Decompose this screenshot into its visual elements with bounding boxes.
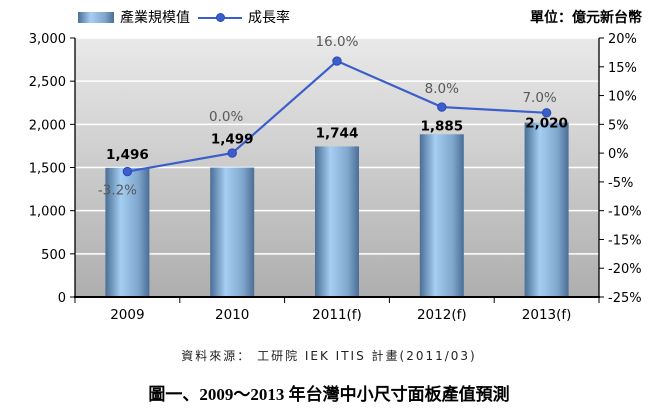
source-line: 資料來源： 工研院 IEK ITIS 計畫(2011/03) [181,349,477,363]
line-marker [541,108,552,118]
bar-series-swatch [78,11,114,23]
bar [524,122,569,298]
right-axis-tick-label: 20% [608,32,637,47]
left-axis-tick-label: 1,000 [29,205,66,220]
right-axis-tick-label: 10% [608,90,637,105]
line-series-swatch [198,12,242,23]
growth-value-label: 8.0% [425,81,459,97]
x-axis-label: 2009 [110,307,144,323]
legend-label-bar: 產業規模值 [120,10,190,26]
line-marker [332,56,342,66]
growth-value-label: -3.2% [98,183,137,199]
line-marker [437,102,447,112]
line-swatch-marker [216,12,225,22]
left-axis-tick-label: 2,000 [29,118,66,133]
bar-value-label: 1,885 [420,118,463,134]
left-axis-tick-label: 3,000 [29,32,66,47]
bar-value-label: 2,020 [525,116,568,132]
right-axis-tick-label: -15% [608,233,642,248]
bar-value-label: 1,744 [316,125,359,141]
x-axis-label: 2010 [215,307,249,323]
unit-label: 單位：億元新台幣 [530,10,642,26]
chart-caption: 圖一、2009～2013 年台灣中小尺寸面板產值預測 [148,385,510,404]
bar [315,146,359,297]
right-axis-tick-label: 5% [608,118,629,133]
line-marker [122,166,133,177]
growth-value-label: 16.0% [316,34,359,50]
left-axis-tick-label: 0 [58,291,66,306]
line-marker [227,148,237,158]
right-axis-tick-label: -20% [608,262,642,277]
growth-value-label: 0.0% [209,109,243,125]
right-axis-tick-label: -10% [608,205,642,220]
legend: 產業規模值 成長率 [78,7,290,27]
x-axis-label: 2011(f) [312,307,362,323]
x-axis-label: 2013(f) [522,307,572,323]
right-axis-tick-label: -5% [608,176,633,191]
bar [105,167,150,297]
legend-item-bar: 產業規模值 [78,7,190,27]
bar [210,167,255,297]
bar [419,134,464,297]
legend-item-line: 成長率 [198,7,290,27]
left-axis-tick-label: 500 [41,248,66,263]
growth-value-label: 7.0% [522,90,556,106]
left-axis-tick-label: 2,500 [29,75,66,90]
right-axis-tick-label: -25% [608,291,642,306]
left-axis-tick-label: 1,500 [29,162,66,177]
bar-value-label: 1,496 [106,147,149,163]
right-axis-tick-label: 0% [608,147,629,162]
x-axis-label: 2012(f) [417,307,467,323]
bar-value-label: 1,499 [211,132,254,148]
legend-label-line: 成長率 [248,10,290,26]
right-axis-tick-label: 15% [608,61,637,76]
